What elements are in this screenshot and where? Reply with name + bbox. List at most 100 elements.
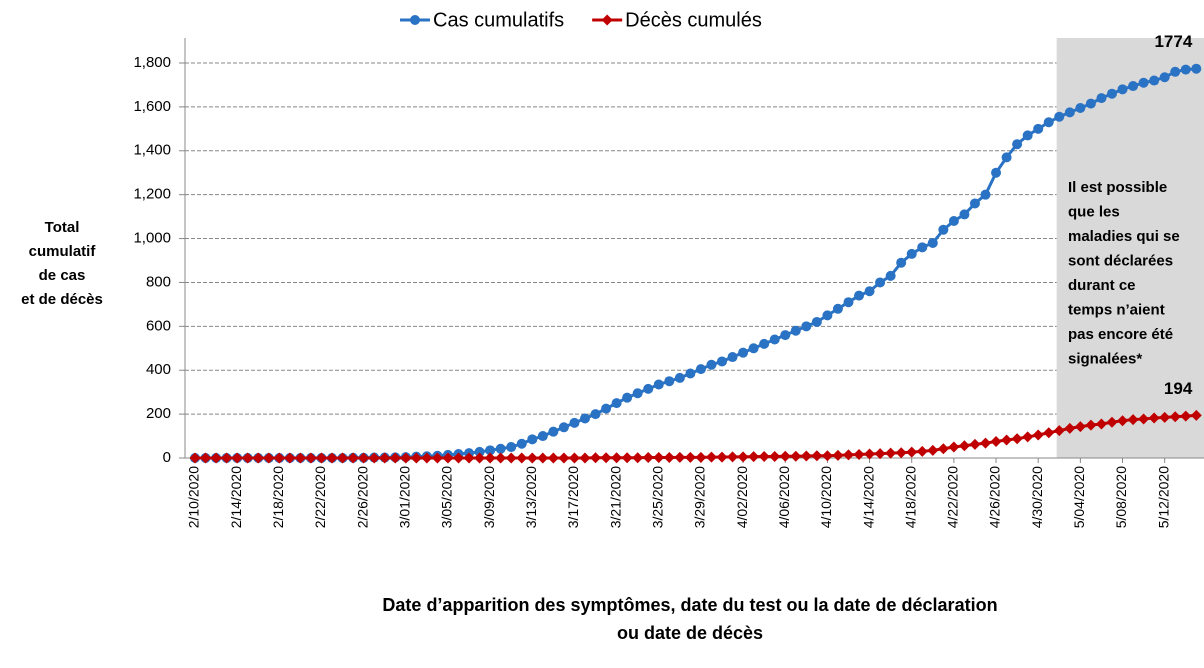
data-point bbox=[1191, 63, 1202, 74]
data-point bbox=[611, 452, 623, 464]
data-point bbox=[832, 303, 843, 314]
y-tick-label: 400 bbox=[146, 361, 171, 378]
data-point bbox=[685, 368, 696, 379]
data-point bbox=[1127, 414, 1139, 426]
data-point bbox=[969, 438, 981, 450]
x-tick-label: 4/30/2020 bbox=[1029, 466, 1045, 528]
data-point bbox=[853, 448, 865, 460]
data-point bbox=[410, 452, 422, 464]
data-point bbox=[474, 446, 485, 457]
data-point bbox=[1180, 410, 1192, 422]
data-point bbox=[1074, 421, 1086, 433]
data-point bbox=[516, 452, 528, 464]
data-point bbox=[485, 445, 496, 456]
data-point bbox=[874, 448, 886, 460]
annotation: signalées* bbox=[1068, 350, 1142, 367]
data-point bbox=[590, 452, 602, 464]
data-point bbox=[738, 347, 749, 358]
data-point bbox=[779, 450, 791, 462]
data-point bbox=[527, 434, 538, 445]
data-point bbox=[568, 452, 580, 464]
data-point bbox=[1033, 123, 1044, 134]
data-point bbox=[1001, 152, 1012, 163]
x-tick-label: 4/18/2020 bbox=[902, 466, 918, 528]
data-point bbox=[632, 388, 643, 399]
x-tick-label: 2/14/2020 bbox=[228, 466, 244, 528]
data-point bbox=[400, 452, 412, 464]
x-tick-label: 3/01/2020 bbox=[397, 466, 413, 528]
data-point bbox=[558, 452, 570, 464]
data-point bbox=[337, 452, 349, 464]
data-point bbox=[1032, 429, 1044, 441]
data-point bbox=[800, 450, 812, 462]
data-point bbox=[717, 356, 727, 367]
data-point bbox=[895, 447, 907, 459]
data-point bbox=[294, 452, 306, 464]
data-point bbox=[632, 452, 644, 464]
data-point bbox=[189, 452, 201, 464]
data-point bbox=[811, 316, 822, 327]
data-point bbox=[315, 452, 327, 464]
data-point bbox=[284, 452, 296, 464]
data-label: 194 bbox=[1164, 379, 1193, 398]
data-point bbox=[801, 321, 812, 332]
data-point bbox=[347, 452, 359, 464]
data-point bbox=[389, 452, 401, 464]
data-point bbox=[843, 297, 854, 308]
data-point bbox=[537, 431, 548, 442]
data-point bbox=[1022, 431, 1034, 443]
data-point bbox=[727, 352, 738, 363]
data-point bbox=[1064, 422, 1076, 434]
data-point bbox=[358, 452, 370, 464]
data-point bbox=[1117, 84, 1128, 95]
data-point bbox=[927, 444, 939, 456]
data-point bbox=[832, 449, 844, 461]
data-point bbox=[453, 452, 464, 464]
data-point bbox=[790, 450, 802, 462]
data-point bbox=[938, 224, 949, 235]
data-point bbox=[980, 437, 991, 449]
data-point bbox=[927, 237, 938, 248]
legend-label: Décès cumulés bbox=[625, 9, 762, 31]
data-point bbox=[642, 452, 654, 464]
y-axis-label: de cas bbox=[39, 267, 86, 284]
data-point bbox=[273, 452, 285, 464]
x-tick-label: 2/10/2020 bbox=[186, 466, 202, 528]
data-point bbox=[864, 448, 876, 460]
data-point bbox=[611, 398, 622, 409]
data-point bbox=[221, 452, 233, 464]
x-tick-label: 5/12/2020 bbox=[1155, 466, 1171, 528]
data-point bbox=[1148, 412, 1160, 424]
data-point bbox=[1053, 425, 1065, 437]
data-label: 1774 bbox=[1154, 32, 1192, 51]
data-point bbox=[263, 452, 275, 464]
x-tick-label: 4/26/2020 bbox=[987, 466, 1003, 528]
data-point bbox=[600, 452, 612, 464]
data-point bbox=[1022, 130, 1033, 141]
data-point bbox=[780, 330, 791, 341]
data-point bbox=[885, 270, 896, 281]
data-point bbox=[758, 450, 770, 462]
data-point bbox=[948, 216, 959, 226]
x-tick-label: 3/29/2020 bbox=[692, 466, 708, 528]
data-point bbox=[305, 452, 317, 464]
annotation: Il est possible bbox=[1068, 179, 1167, 196]
data-point bbox=[1043, 117, 1054, 128]
data-point bbox=[1085, 98, 1096, 109]
data-point bbox=[1149, 75, 1160, 86]
x-tick-label: 4/06/2020 bbox=[776, 466, 792, 528]
data-point bbox=[684, 451, 696, 463]
data-point bbox=[1170, 66, 1181, 77]
data-point bbox=[706, 359, 717, 370]
y-axis-label: Total bbox=[45, 219, 80, 236]
data-point bbox=[537, 452, 549, 464]
data-point bbox=[1159, 72, 1170, 83]
data-point bbox=[242, 452, 254, 464]
data-point bbox=[1064, 107, 1075, 118]
data-point bbox=[822, 310, 833, 321]
data-point bbox=[547, 452, 559, 464]
data-point bbox=[811, 450, 823, 462]
annotation: durant ce bbox=[1068, 277, 1136, 294]
data-point bbox=[748, 451, 760, 463]
